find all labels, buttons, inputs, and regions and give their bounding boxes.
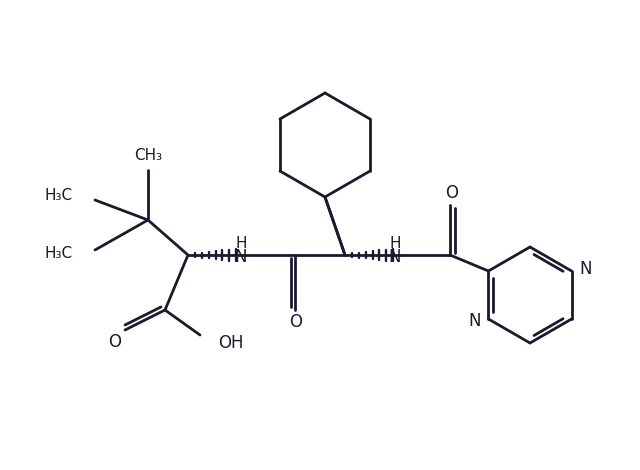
Text: OH: OH <box>218 334 243 352</box>
Text: O: O <box>445 184 458 202</box>
Text: CH₃: CH₃ <box>134 149 162 164</box>
Text: H₃C: H₃C <box>45 246 73 261</box>
Text: N: N <box>388 248 401 266</box>
Text: H: H <box>236 235 247 251</box>
Text: O: O <box>289 313 303 331</box>
Text: O: O <box>109 333 122 351</box>
Text: N: N <box>580 260 592 278</box>
Text: H: H <box>389 235 401 251</box>
Text: N: N <box>235 248 247 266</box>
Text: N: N <box>468 312 481 330</box>
Text: H₃C: H₃C <box>45 188 73 204</box>
